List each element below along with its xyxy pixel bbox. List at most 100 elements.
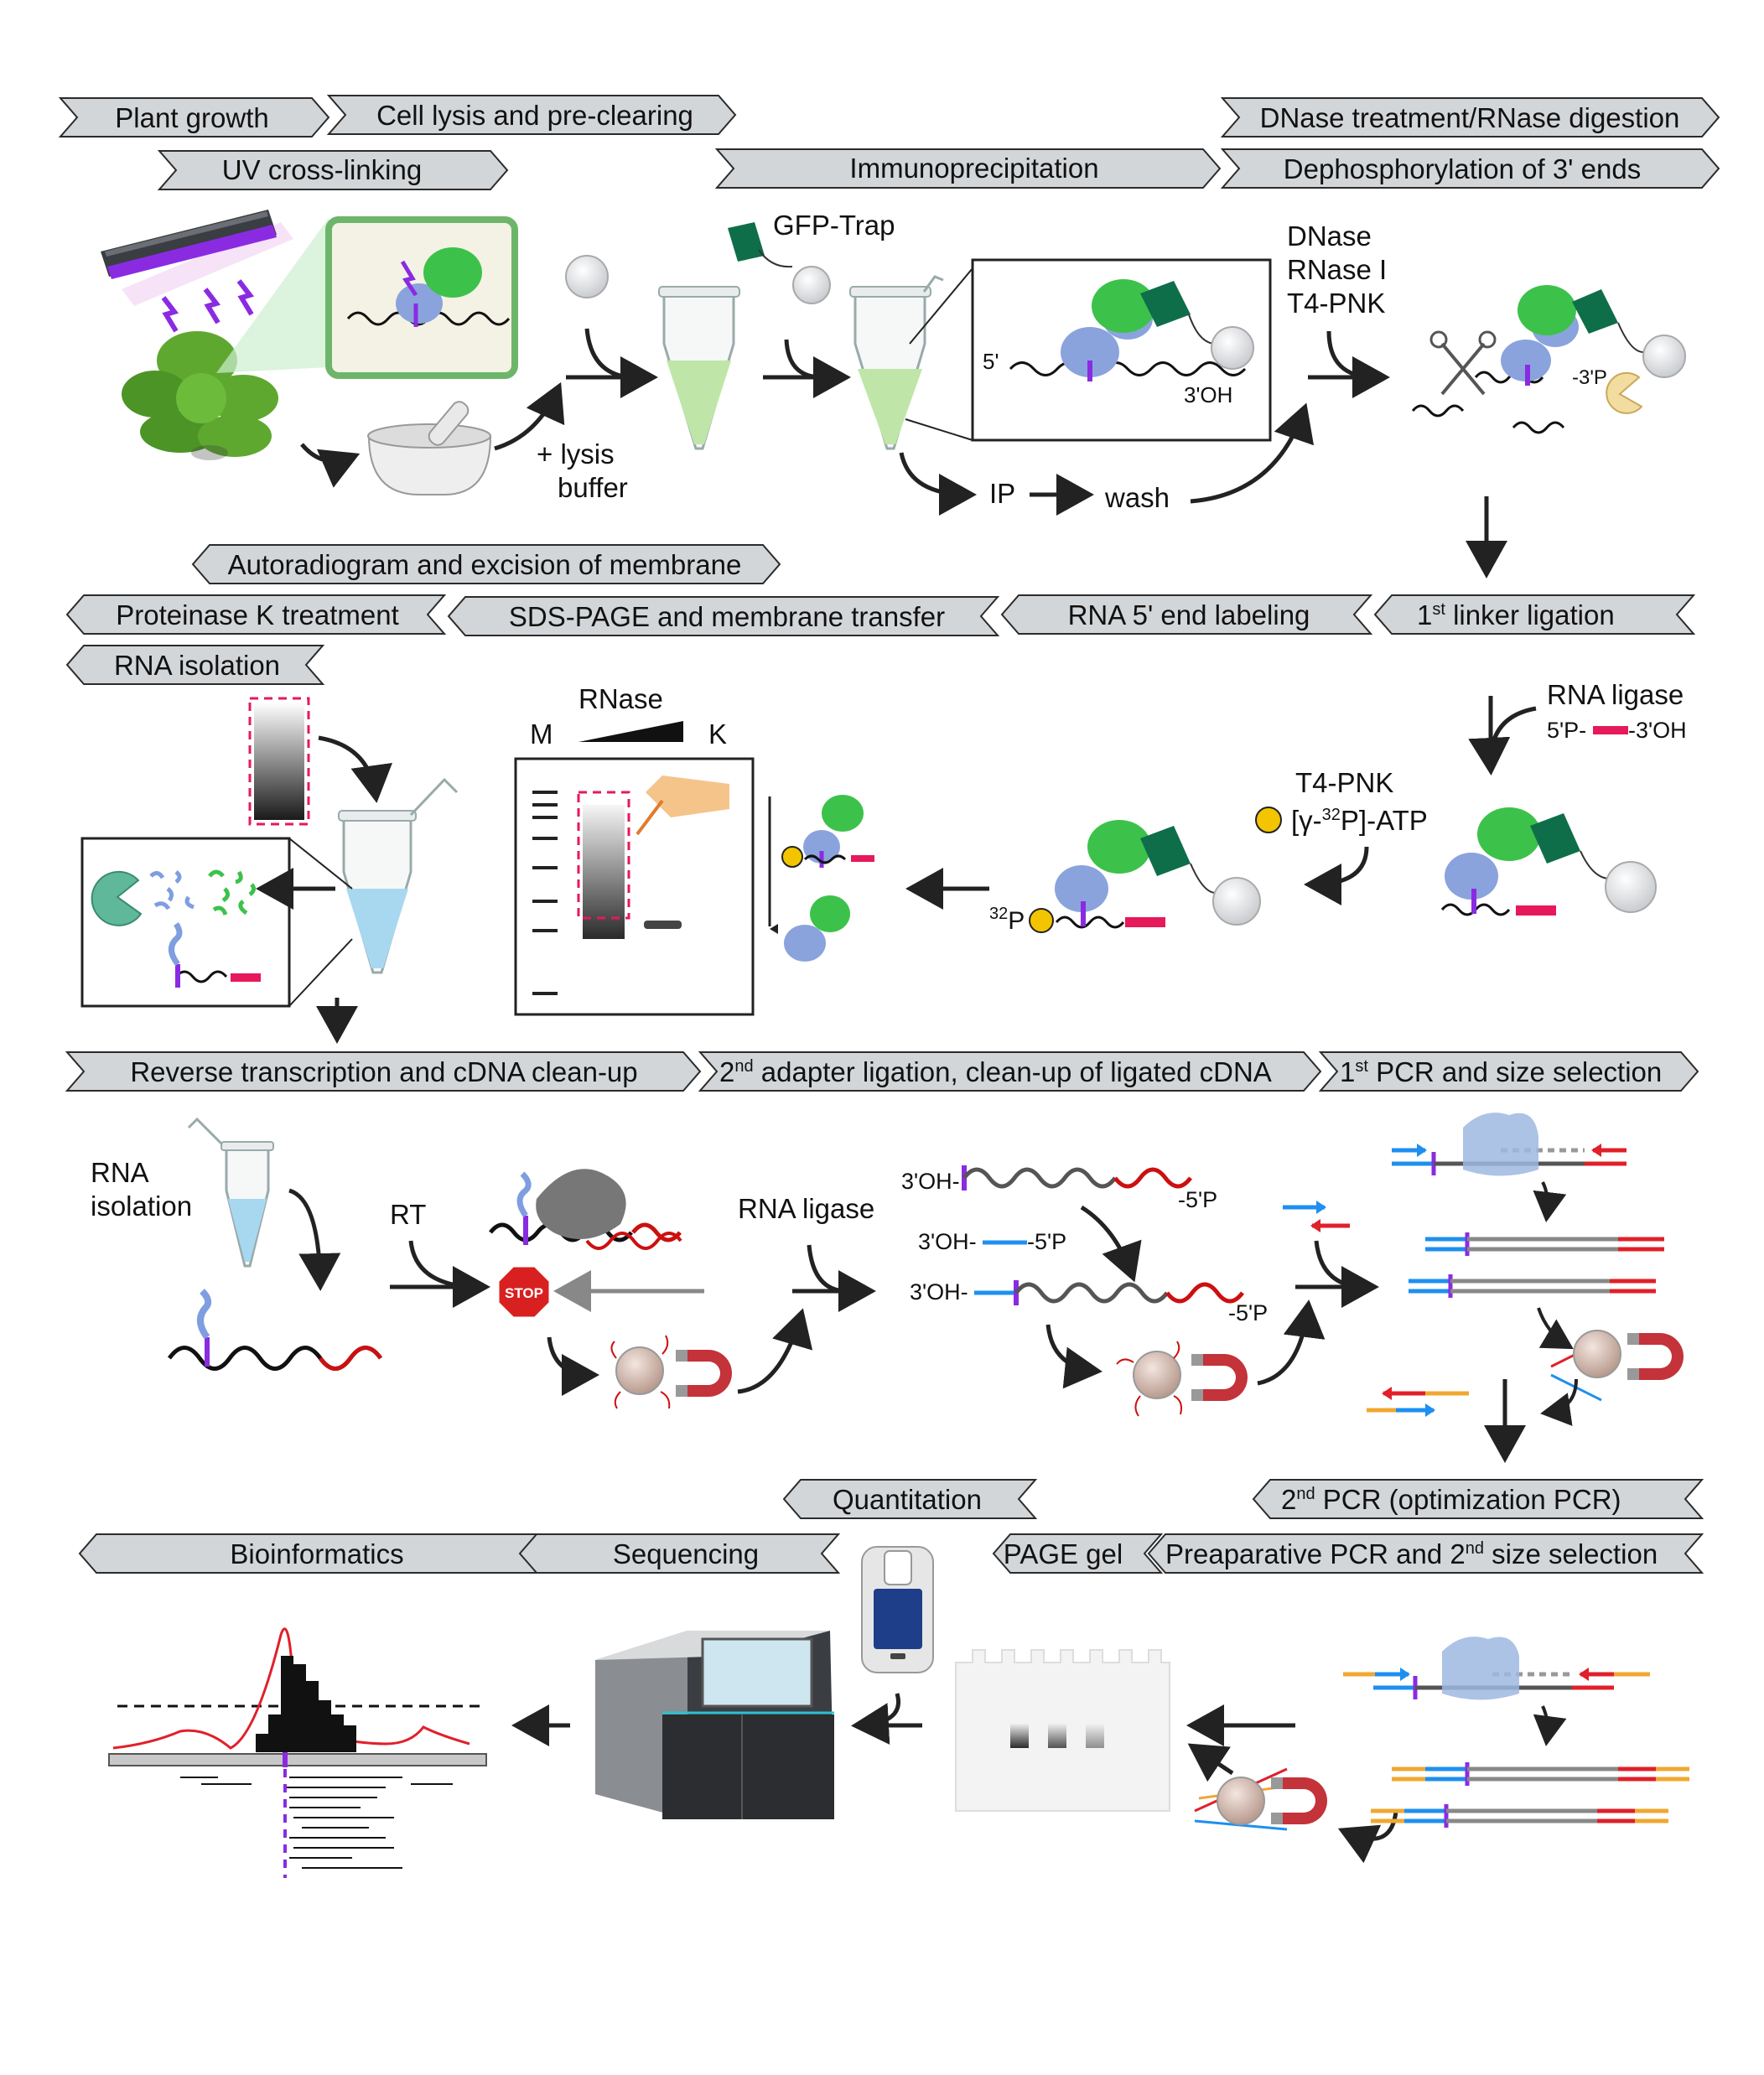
arrow bbox=[494, 381, 565, 451]
coverage-plot bbox=[108, 1627, 487, 1878]
hand-scalpel-icon bbox=[636, 776, 729, 836]
lightning-icon bbox=[236, 279, 255, 316]
svg-text:5'P-: 5'P- bbox=[1547, 718, 1586, 743]
svg-text:isolation: isolation bbox=[91, 1191, 192, 1222]
banner-immunoprecipitation: Immunoprecipitation bbox=[714, 148, 1222, 189]
svg-text:RNA isolation: RNA isolation bbox=[114, 650, 280, 681]
banner-adapter-ligation: 2nd adapter ligation, clean-up of ligate… bbox=[698, 1051, 1322, 1092]
banner-rna-labeling: RNA 5' end labeling bbox=[1000, 594, 1373, 635]
banner-reverse-transcription: Reverse transcription and cDNA clean-up bbox=[65, 1051, 702, 1092]
lightning-icon bbox=[203, 288, 221, 324]
labeled-rna-complex: 32P bbox=[989, 820, 1261, 935]
polymerase-icon bbox=[1463, 1113, 1538, 1176]
arrow bbox=[899, 452, 977, 516]
sequencer-icon bbox=[595, 1631, 834, 1819]
banner-sequencing: Sequencing bbox=[518, 1533, 841, 1574]
banner-sds-page: SDS-PAGE and membrane transfer bbox=[447, 596, 1000, 636]
radioactive-icon bbox=[1255, 807, 1282, 833]
mortar-icon bbox=[367, 401, 492, 495]
svg-text:32P: 32P bbox=[989, 905, 1025, 935]
svg-text:+ lysis: + lysis bbox=[537, 438, 615, 469]
svg-text:Quantitation: Quantitation bbox=[833, 1484, 982, 1515]
svg-text:IP: IP bbox=[989, 478, 1015, 509]
excised-membrane bbox=[248, 697, 310, 826]
svg-text:-5'P: -5'P bbox=[1178, 1187, 1217, 1212]
svg-text:Reverse transcription and cDNA: Reverse transcription and cDNA clean-up bbox=[130, 1056, 637, 1087]
svg-text:RT: RT bbox=[390, 1199, 426, 1230]
radioactive-icon bbox=[781, 846, 803, 868]
arrow-line bbox=[408, 1240, 470, 1289]
polymerase-icon bbox=[1442, 1637, 1519, 1700]
magnet-icon bbox=[1203, 1354, 1248, 1401]
svg-text:RNase I: RNase I bbox=[1287, 254, 1387, 285]
svg-text:-3'P: -3'P bbox=[1572, 366, 1607, 389]
banner-label: Plant growth bbox=[115, 102, 268, 133]
svg-text:Sequencing: Sequencing bbox=[613, 1538, 759, 1569]
svg-text:GFP-Trap: GFP-Trap bbox=[773, 210, 895, 241]
arrow bbox=[547, 1336, 599, 1396]
pcr1-cluster bbox=[1367, 1113, 1684, 1426]
gradient-triangle bbox=[578, 721, 683, 742]
bead-magnet-cleanup bbox=[1194, 1767, 1327, 1831]
svg-text:Immunoprecipitation: Immunoprecipitation bbox=[849, 153, 1098, 184]
banner-autoradiogram: Autoradiogram and excision of membrane bbox=[191, 544, 781, 584]
arrow-line bbox=[784, 339, 822, 380]
svg-text:STOP: STOP bbox=[505, 1285, 543, 1301]
arrow-line bbox=[807, 1244, 848, 1294]
bead-icon bbox=[1642, 335, 1686, 378]
svg-text:T4-PNK: T4-PNK bbox=[1295, 767, 1393, 798]
uv-lamp-icon bbox=[101, 210, 293, 333]
protein-complex bbox=[784, 895, 850, 962]
bead-icon bbox=[565, 255, 609, 298]
arrow bbox=[1337, 1810, 1398, 1864]
svg-text:-5'P: -5'P bbox=[1027, 1229, 1066, 1254]
arrow-line bbox=[1314, 1240, 1359, 1289]
adapter-strands: 3'OH- -5'P 3'OH- -5'P 3'OH- -5'P bbox=[901, 1165, 1268, 1325]
banner-linker-ligation: 1st linker ligation bbox=[1373, 594, 1696, 635]
crosslink-inset bbox=[325, 216, 518, 379]
svg-text:K: K bbox=[708, 718, 727, 750]
svg-text:Autoradiogram and excision of: Autoradiogram and excision of membrane bbox=[228, 549, 742, 580]
svg-text:1st PCR and size selection: 1st PCR and size selection bbox=[1340, 1056, 1662, 1087]
svg-text:Cell lysis and pre-clearing: Cell lysis and pre-clearing bbox=[376, 100, 693, 131]
proteinase-inset bbox=[80, 837, 291, 1008]
bead-magnet-cleanup bbox=[1116, 1341, 1248, 1417]
arrow bbox=[851, 1693, 900, 1746]
arrow bbox=[288, 1188, 341, 1291]
linker bbox=[1593, 726, 1628, 734]
arrow bbox=[1080, 1205, 1142, 1283]
svg-text:2nd adapter ligation, clean-up: 2nd adapter ligation, clean-up of ligate… bbox=[719, 1056, 1272, 1087]
arrow bbox=[1045, 1324, 1102, 1389]
arrow bbox=[300, 443, 361, 488]
svg-text:3'OH-: 3'OH- bbox=[901, 1169, 960, 1194]
banner-quantitation: Quantitation bbox=[782, 1479, 1038, 1519]
arrow bbox=[737, 1308, 813, 1394]
arrow bbox=[1187, 1743, 1234, 1782]
bead-icon bbox=[1605, 861, 1657, 913]
pacman-enzyme-icon bbox=[1606, 371, 1643, 414]
lightning-icon bbox=[161, 296, 179, 333]
svg-text:RNase: RNase bbox=[578, 683, 663, 714]
bead-magnet-cleanup bbox=[610, 1335, 732, 1409]
svg-text:5': 5' bbox=[983, 349, 999, 374]
bead-icon bbox=[1212, 877, 1261, 926]
banner-dephosphorylation: Dephosphorylation of 3' ends bbox=[1220, 148, 1720, 189]
ip-inset: 5' 3'OH bbox=[971, 258, 1272, 442]
svg-text:wash: wash bbox=[1104, 482, 1170, 513]
banner-preparative-pcr: Preaparative PCR and 2nd size selection bbox=[1147, 1533, 1704, 1574]
rna-with-peptide bbox=[167, 1289, 383, 1371]
tube-icon bbox=[658, 286, 740, 450]
banner-pcr1: 1st PCR and size selection bbox=[1318, 1051, 1699, 1092]
zoom-line bbox=[909, 267, 973, 345]
svg-text:DNase treatment/RNase digestio: DNase treatment/RNase digestion bbox=[1260, 102, 1680, 133]
svg-text:1st linker ligation: 1st linker ligation bbox=[1417, 599, 1615, 630]
svg-text:-5'P: -5'P bbox=[1228, 1300, 1268, 1325]
arrow-line bbox=[1326, 330, 1376, 380]
pcr2-cluster bbox=[1343, 1637, 1689, 1828]
banner-pcr2: 2nd PCR (optimization PCR) bbox=[1252, 1479, 1704, 1519]
arrow bbox=[1304, 846, 1369, 905]
zoom-line bbox=[905, 418, 973, 441]
stop-sign-icon: STOP bbox=[496, 1264, 552, 1320]
reverse-transcriptase-complex bbox=[489, 1169, 682, 1250]
svg-text:RNA: RNA bbox=[91, 1157, 149, 1188]
